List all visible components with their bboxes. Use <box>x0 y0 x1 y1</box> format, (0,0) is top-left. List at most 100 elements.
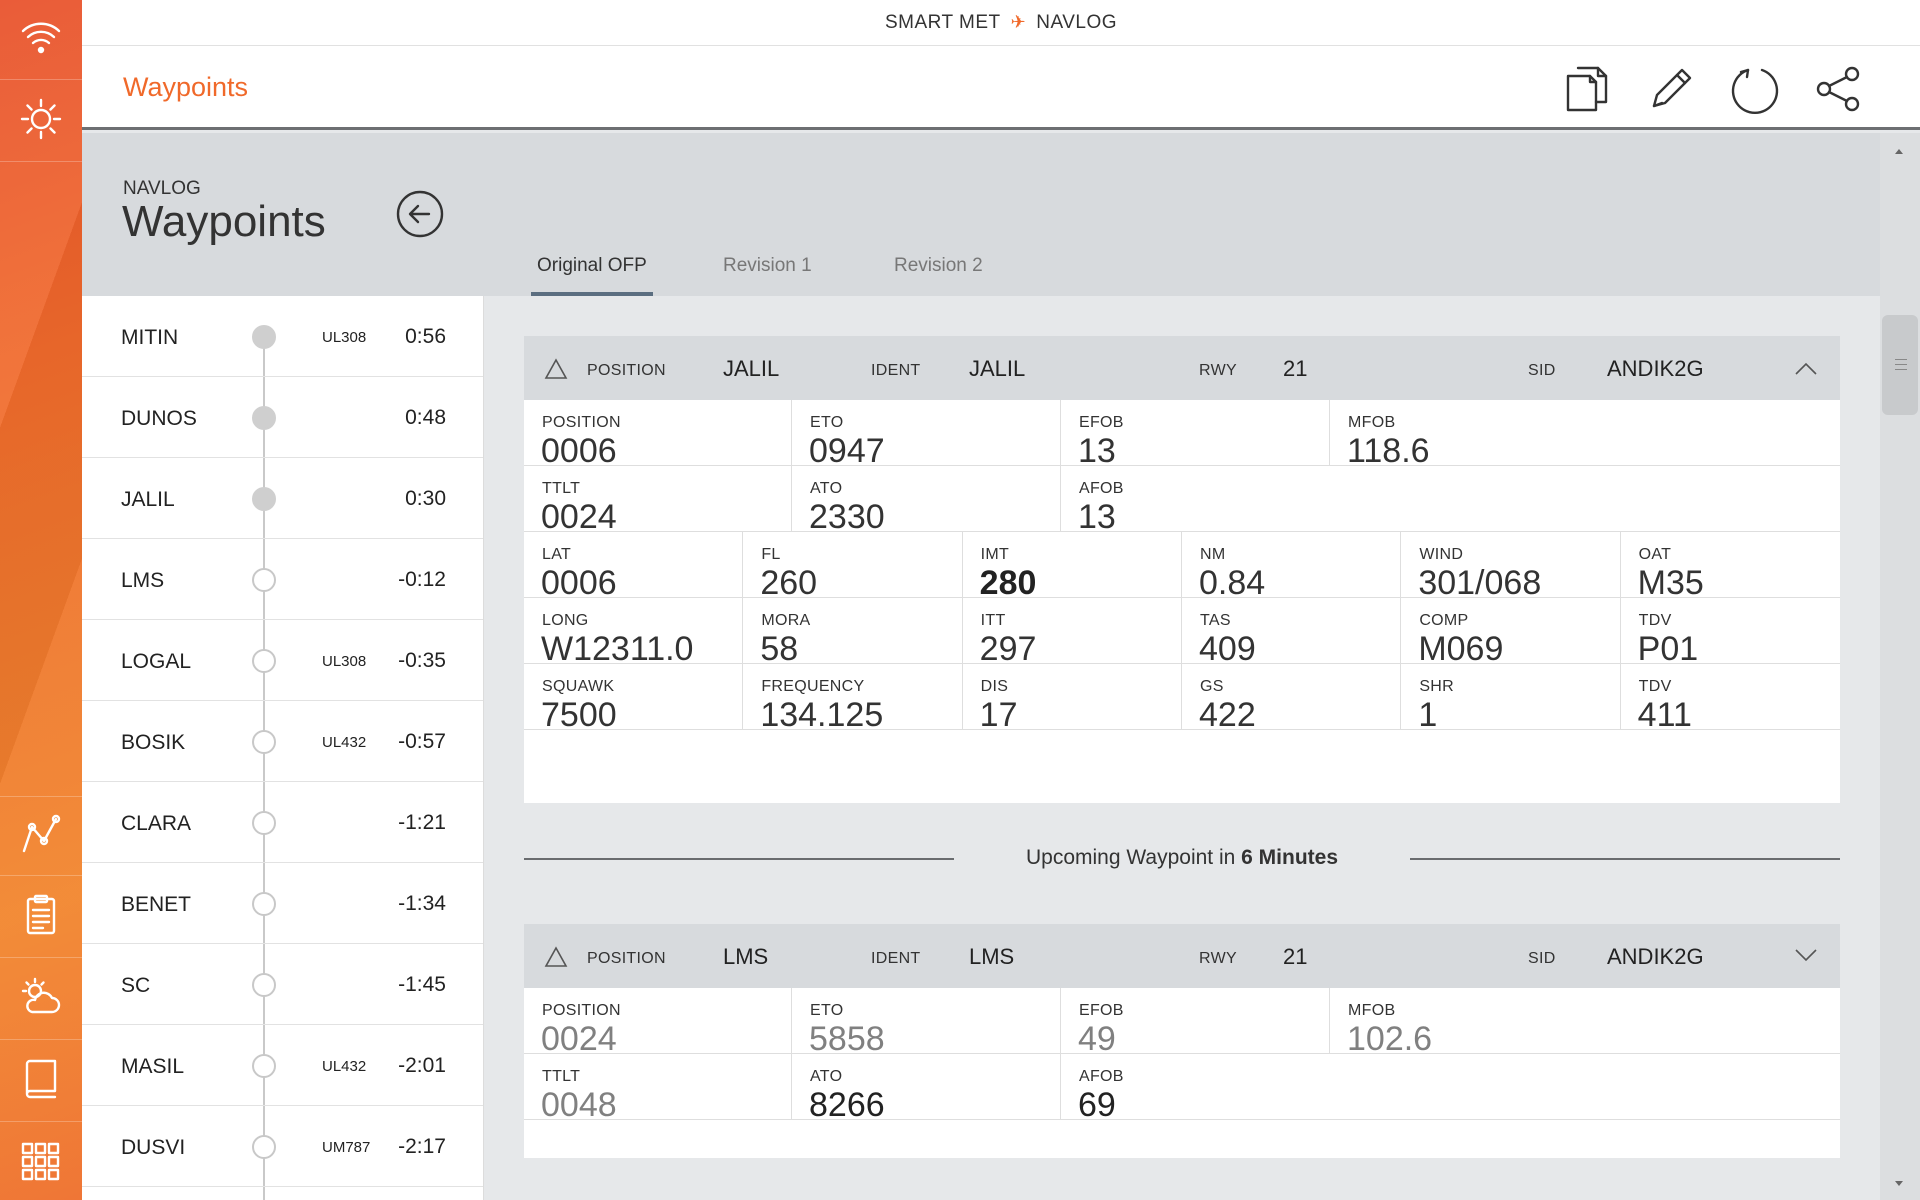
field-wind: WIND 301/068 <box>1401 532 1621 602</box>
field-tdv: TDV P01 <box>1620 598 1840 668</box>
field-value: 7500 <box>541 696 617 734</box>
field-tas: TAS 409 <box>1182 598 1402 668</box>
waypoint-details: POSITION JALIL IDENT JALIL RWY 21 SID AN… <box>484 296 1880 1200</box>
arrow-left-icon <box>396 190 444 242</box>
copy-button[interactable] <box>1560 62 1614 116</box>
ident-label: IDENT <box>871 950 921 967</box>
field-label: FL <box>761 546 781 563</box>
weather-button[interactable] <box>0 960 82 1040</box>
field-squawk: SQUAWK 7500 <box>524 664 744 734</box>
tab-revision-2[interactable]: Revision 2 <box>894 255 983 276</box>
chevron-up-icon[interactable] <box>1794 360 1818 376</box>
field-label: SHR <box>1419 678 1455 695</box>
waypoint-name: SC <box>121 974 151 997</box>
share-button[interactable] <box>1812 62 1866 116</box>
wifi-button[interactable] <box>0 0 82 80</box>
passed-dot-icon <box>252 325 276 349</box>
route-icon <box>18 811 64 862</box>
waypoint-time: -1:45 <box>398 973 446 996</box>
waypoint-row[interactable]: MITIN UL308 0:56 <box>82 296 483 377</box>
field-value: 13 <box>1078 432 1116 470</box>
brightness-button[interactable] <box>0 82 82 162</box>
waypoint-row[interactable]: MASIL UL432 -2:01 <box>82 1025 483 1106</box>
field-value: 0947 <box>809 432 885 470</box>
tab-original-ofp[interactable]: Original OFP <box>531 255 653 296</box>
field-value: W12311.0 <box>541 630 694 668</box>
waypoint-row[interactable]: BENET -1:34 <box>82 863 483 944</box>
waypoint-row[interactable]: BOSIK UL432 -0:57 <box>82 701 483 782</box>
field-label: ATO <box>810 1068 843 1085</box>
refresh-button[interactable] <box>1728 62 1782 116</box>
field-label: GS <box>1200 678 1224 695</box>
field-label: WIND <box>1419 546 1464 563</box>
waypoint-row[interactable]: DUSVI UM787 -2:17 <box>82 1106 483 1187</box>
divider-right <box>1410 858 1840 860</box>
field-label: COMP <box>1419 612 1469 629</box>
waypoint-name: CLARA <box>121 812 192 835</box>
field-label: TTLT <box>542 480 581 497</box>
field-value: 8266 <box>809 1086 885 1124</box>
field-value: 102.6 <box>1347 1020 1433 1058</box>
sid-value: ANDIK2G <box>1607 356 1704 381</box>
left-rail <box>0 0 82 1200</box>
waypoint-time: -2:01 <box>398 1054 446 1077</box>
field-label: ATO <box>810 480 843 497</box>
waypoint-row[interactable]: SC -1:45 <box>82 944 483 1025</box>
field-value: 69 <box>1078 1086 1116 1124</box>
field-label: AFOB <box>1079 1068 1124 1085</box>
scroll-thumb[interactable] <box>1882 315 1918 415</box>
field-value: 409 <box>1199 630 1256 668</box>
module-name: NAVLOG <box>1036 11 1118 33</box>
field-position: POSITION 0024 <box>524 988 792 1058</box>
field-label: MORA <box>761 612 811 629</box>
field-nm: NM 0.84 <box>1182 532 1402 602</box>
field-itt: ITT 297 <box>962 598 1182 668</box>
field-ttlt: TTLT 0048 <box>524 1054 792 1124</box>
back-button[interactable] <box>396 190 444 238</box>
ident-value: LMS <box>969 944 1015 969</box>
waypoint-name: MITIN <box>121 326 179 349</box>
card-header[interactable]: POSITION JALIL IDENT JALIL RWY 21 SID AN… <box>524 336 1840 400</box>
chevron-down-icon[interactable] <box>1794 948 1818 964</box>
scroll-down-icon[interactable] <box>1895 1181 1903 1186</box>
apps-button[interactable] <box>0 1124 82 1200</box>
field-mfob: MFOB 118.6 <box>1330 400 1840 470</box>
waypoint-row[interactable]: DUNOS 0:48 <box>82 377 483 458</box>
tab-revision-1[interactable]: Revision 1 <box>723 255 812 276</box>
scrollbar[interactable] <box>1880 133 1920 1200</box>
page-header: Waypoints <box>82 46 1920 130</box>
weather-icon <box>18 974 64 1025</box>
waypoint-airway: UM787 <box>322 1139 371 1156</box>
edit-button[interactable] <box>1644 62 1698 116</box>
ident-label: IDENT <box>871 362 921 379</box>
field-afob: AFOB 69 <box>1061 1054 1840 1124</box>
field-label: EFOB <box>1079 414 1124 431</box>
pending-dot-icon <box>252 1054 276 1078</box>
field-label: ETO <box>810 414 844 431</box>
waypoint-row[interactable]: LOGAL UL308 -0:35 <box>82 620 483 701</box>
field-long: LONG W12311.0 <box>524 598 744 668</box>
pending-dot-icon <box>252 811 276 835</box>
waypoint-name: BENET <box>121 893 192 916</box>
checklist-button[interactable] <box>0 878 82 958</box>
field-label: MFOB <box>1348 1002 1396 1019</box>
sun-icon <box>18 96 64 147</box>
field-label: POSITION <box>542 1002 621 1019</box>
manual-button[interactable] <box>0 1042 82 1122</box>
field-eto: ETO 5858 <box>792 988 1061 1058</box>
waypoint-row[interactable]: JALIL 0:30 <box>82 458 483 539</box>
field-ato: ATO 2330 <box>792 466 1061 536</box>
pending-dot-icon <box>252 892 276 916</box>
scroll-up-icon[interactable] <box>1895 149 1903 154</box>
field-value: 260 <box>760 564 818 602</box>
waypoint-row[interactable]: LMS -0:12 <box>82 539 483 620</box>
rwy-value: 21 <box>1283 356 1308 381</box>
field-value: 118.6 <box>1347 432 1430 470</box>
field-label: OAT <box>1638 546 1672 563</box>
card-header[interactable]: POSITION LMS IDENT LMS RWY 21 SID ANDIK2… <box>524 924 1840 988</box>
waypoint-name: JALIL <box>121 488 175 511</box>
waypoint-row[interactable]: CLARA -1:21 <box>82 782 483 863</box>
field-value: 0006 <box>541 432 617 470</box>
field-mfob: MFOB 102.6 <box>1330 988 1840 1058</box>
route-button[interactable] <box>0 796 82 876</box>
